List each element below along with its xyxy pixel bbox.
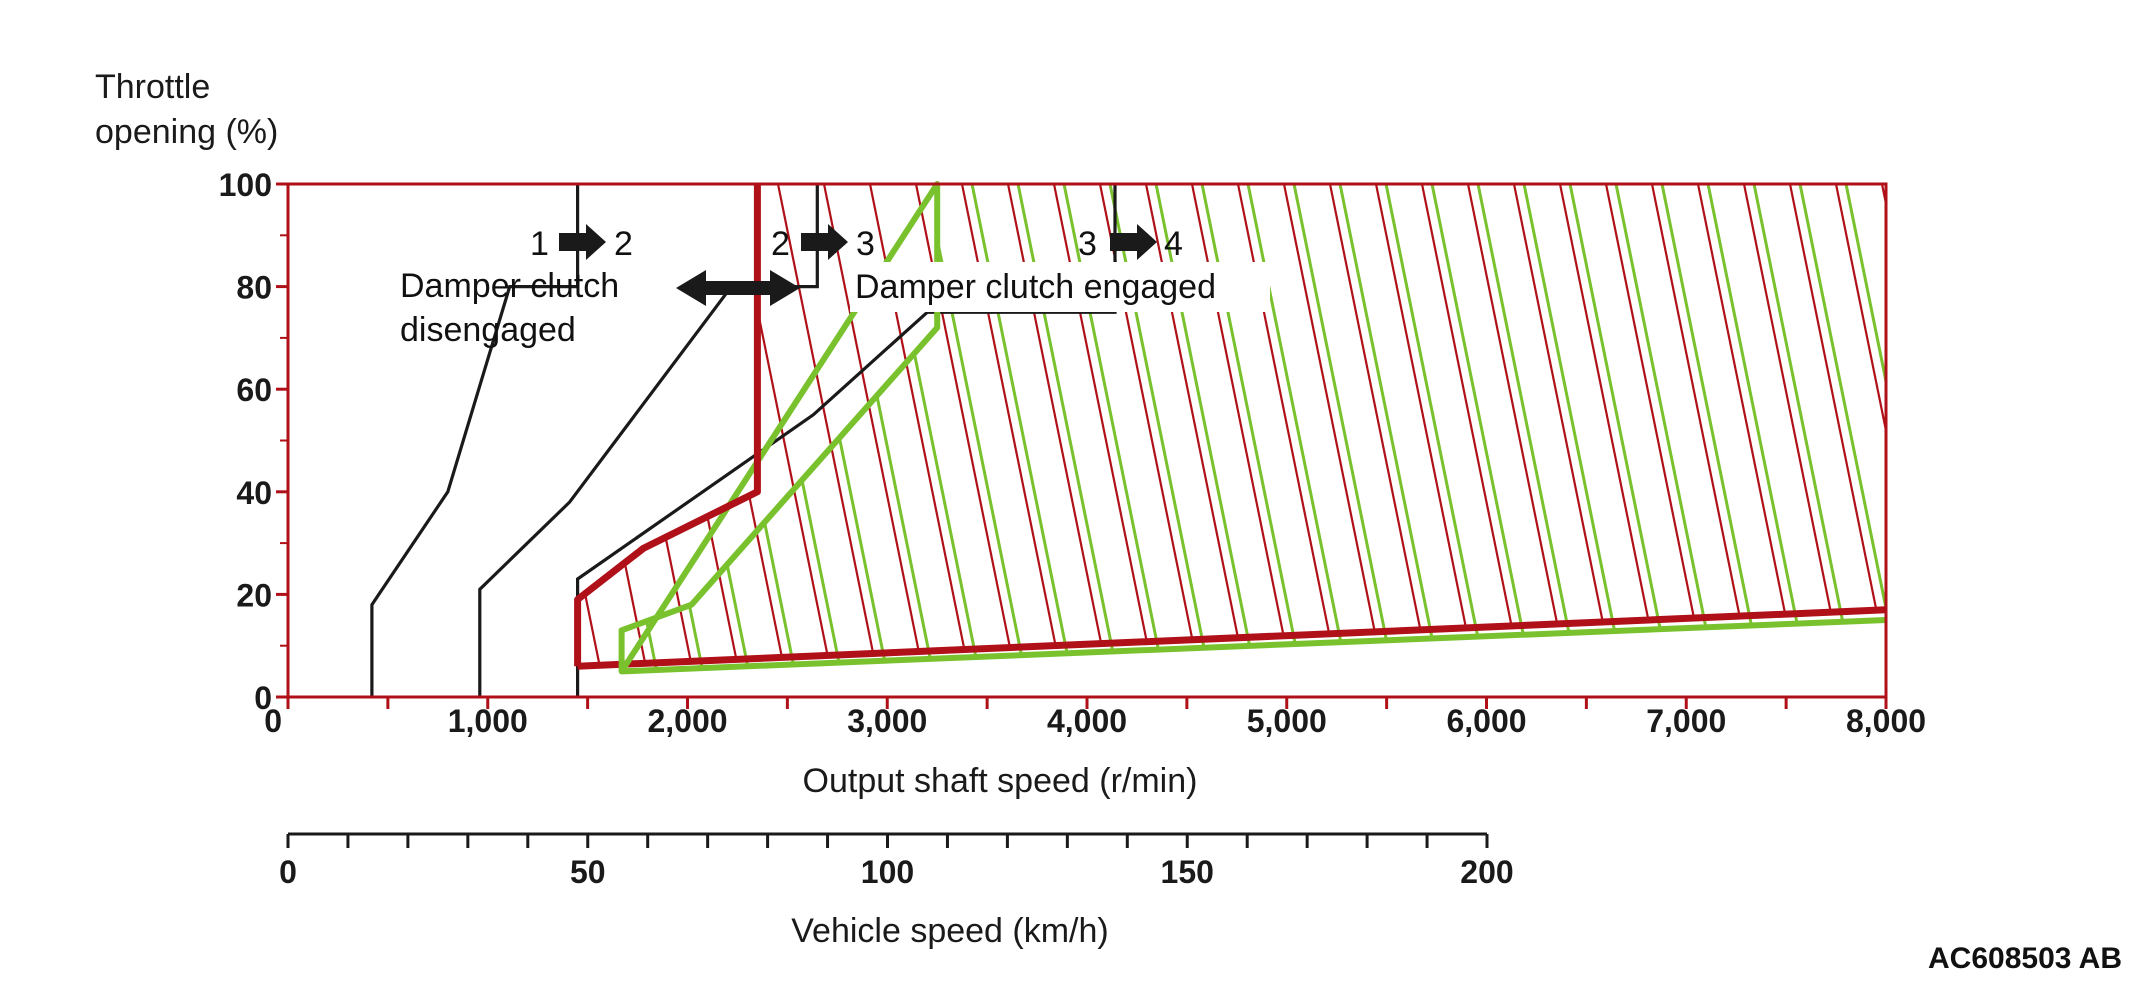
- x-axis-title: Output shaft speed (r/min): [803, 762, 1198, 800]
- shift-23-from: 2: [771, 225, 790, 263]
- y-tick-label: 20: [236, 577, 272, 613]
- y-axis-ticks: 0 20 40 60 80 100: [219, 167, 288, 716]
- hatch-line-green: [328, 184, 432, 697]
- y-tick-label: 60: [236, 372, 272, 408]
- hatch-line-red: [1880, 184, 1886, 667]
- hatch-line-red: [1928, 184, 2032, 697]
- hatch-line-green: [1614, 184, 1722, 672]
- hatch-line-green: [1384, 184, 1492, 672]
- red-boundary-bottom-line: [577, 606, 1887, 670]
- hatch-line-red: [1834, 184, 1886, 667]
- hatch-line-red: [776, 184, 884, 667]
- shift-34-to: 4: [1164, 225, 1183, 263]
- x-tick-label: 1,000: [448, 703, 528, 739]
- hatch-line-red: [1604, 184, 1712, 667]
- x-tick-label: 3,000: [847, 703, 927, 739]
- hatch-line-red: [2112, 184, 2131, 697]
- vehicle-speed-axis: 0 50 100 150 200: [279, 832, 1514, 890]
- vehicle-speed-tick-label: 50: [570, 854, 606, 890]
- hatch-line-green: [1522, 184, 1630, 672]
- x-axis-ticks: 0 1,000 2,000 3,000 4,000 5,000 6,000 7,000 8,00…: [264, 697, 1926, 739]
- y-axis-title-line2: opening (%): [95, 113, 278, 151]
- vehicle-speed-tick-label: 200: [1460, 854, 1513, 890]
- x-tick-label: 5,000: [1247, 703, 1327, 739]
- engaged-label: Damper clutch engaged: [855, 268, 1216, 306]
- double-arrow-icon: [676, 270, 800, 306]
- red-boundary-line: [574, 184, 761, 667]
- hatch-line-green: [1892, 184, 1996, 697]
- vehicle-speed-axis-title: Vehicle speed (km/h): [791, 912, 1109, 950]
- hatch-line-green: [1660, 184, 1768, 672]
- hatch-line-red: [1512, 184, 1620, 667]
- shift-line: [478, 184, 819, 697]
- green-boundary-line: [618, 181, 1887, 675]
- shift-34-arrow-icon: [1110, 224, 1157, 260]
- hatch-line-red: [1650, 184, 1758, 667]
- x-tick-label: 7,000: [1646, 703, 1726, 739]
- hatch-line-green: [512, 184, 616, 697]
- hatch-line-red: [2066, 184, 2131, 697]
- hatch-line-red: [1374, 184, 1482, 667]
- hatch-line-red: [822, 184, 930, 667]
- hatch-line-red: [1558, 184, 1666, 667]
- hatch-line-red: [577, 184, 608, 667]
- hatch-line-red: [1420, 184, 1528, 667]
- hatch-line-green: [2030, 184, 2131, 697]
- y-tick-label: 40: [236, 475, 272, 511]
- shift-12-arrow-icon: [559, 224, 606, 260]
- x-tick-label: 0: [264, 703, 282, 739]
- shift-12-to: 2: [614, 225, 633, 263]
- shift-12-from: 1: [530, 225, 549, 263]
- x-tick-label: 6,000: [1446, 703, 1526, 739]
- x-tick-label: 2,000: [647, 703, 727, 739]
- hatch-line-green: [2122, 184, 2131, 697]
- hatch-line-red: [1328, 184, 1436, 667]
- x-tick-label: 4,000: [1047, 703, 1127, 739]
- y-tick-label: 100: [219, 167, 272, 203]
- vehicle-speed-tick-label: 150: [1161, 854, 1214, 890]
- hatch-line-green: [1568, 184, 1676, 672]
- figure-id: AC608503 AB: [1928, 942, 2122, 975]
- hatch-line-green: [1984, 184, 2088, 697]
- shift-line: [370, 184, 580, 697]
- y-tick-label: 0: [254, 680, 272, 716]
- hatch-line-green: [420, 184, 524, 697]
- hatch-line-green: [1430, 184, 1538, 672]
- hatch-line-green: [1476, 184, 1584, 672]
- hatch-line-red: [1466, 184, 1574, 667]
- hatch-line-red: [577, 184, 654, 667]
- shift-23-arrow-icon: [801, 224, 848, 260]
- hatch-line-green: [2076, 184, 2131, 697]
- x-tick-label: 8,000: [1846, 703, 1926, 739]
- disengaged-label-line1: Damper clutch: [400, 267, 619, 305]
- hatch-line-red: [2020, 184, 2124, 697]
- hatch-line-green: [466, 184, 570, 697]
- shift-34-from: 3: [1078, 225, 1097, 263]
- hatch-line-green: [1938, 184, 2042, 697]
- hatch-line-green: [1844, 184, 1886, 672]
- hatch-line-red: [1282, 184, 1390, 667]
- hatch-line-green: [1798, 184, 1886, 672]
- hatch-line-red: [318, 184, 422, 697]
- hatch-line-green: [1338, 184, 1446, 672]
- hatch-line-red: [364, 184, 468, 697]
- y-axis-title-line1: Throttle: [95, 68, 210, 106]
- hatch-line-green: [648, 184, 756, 672]
- shift-23-to: 3: [856, 225, 875, 263]
- vehicle-speed-tick-label: 100: [861, 854, 914, 890]
- vehicle-speed-tick-label: 0: [279, 854, 297, 890]
- hatch-line-green: [1292, 184, 1400, 672]
- engaged-label-box: [850, 262, 1270, 312]
- y-tick-label: 80: [236, 270, 272, 306]
- hatch-line-red: [1974, 184, 2078, 697]
- disengaged-label-line2: disengaged: [400, 311, 576, 349]
